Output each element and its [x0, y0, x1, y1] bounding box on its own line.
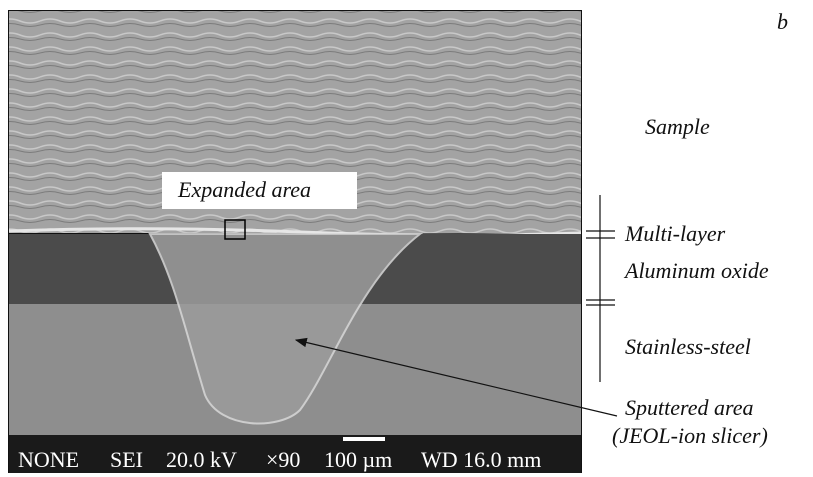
label: Expanded area: [177, 177, 311, 202]
info-item: SEI: [110, 447, 143, 472]
label: Sputtered area: [625, 395, 754, 420]
label: Stainless-steel: [625, 334, 751, 359]
label: Multi-layer: [624, 221, 726, 246]
figure: b Expanded area Sample Multi-layer Alumi…: [0, 0, 813, 477]
info-item: ×90: [266, 447, 300, 472]
panel-label: b: [777, 9, 788, 34]
scale-bar: [343, 437, 385, 441]
info-item: 100 µm: [324, 447, 392, 472]
info-item: 20.0 kV: [166, 447, 237, 472]
label: Aluminum oxide: [623, 258, 769, 283]
label: Sample: [645, 114, 710, 139]
info-item: WD 16.0 mm: [421, 447, 541, 472]
label: (JEOL-ion slicer): [612, 423, 768, 448]
sem-image: [8, 10, 582, 473]
info-item: NONE: [18, 447, 79, 472]
